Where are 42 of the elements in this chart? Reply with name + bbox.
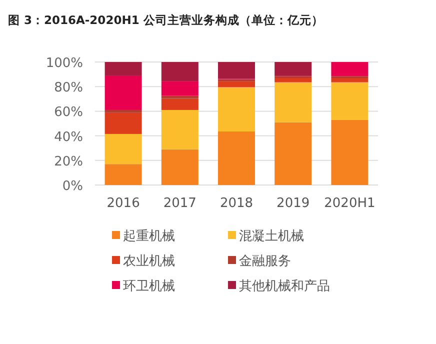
bar (104, 110, 142, 112)
legend-label: 混凝土机械 (239, 229, 304, 244)
bar (104, 164, 142, 185)
bar (274, 122, 312, 185)
bar (331, 62, 368, 76)
legend-label: 环卫机械 (123, 279, 175, 294)
y-tick-label: 100% (46, 56, 83, 71)
bar (104, 112, 142, 134)
bar (274, 78, 312, 82)
bar (161, 62, 198, 82)
bar (104, 76, 142, 110)
bar (274, 62, 312, 76)
title: 图 3：2016A-2020H1 公司主营业务构成（单位：亿元） (8, 13, 324, 27)
bar (218, 81, 255, 88)
legend-label: 起重机械 (123, 229, 175, 244)
bar (161, 149, 198, 185)
x-tick-label: 2016 (106, 196, 140, 211)
y-tick-label: 0% (62, 179, 83, 194)
bar (331, 78, 368, 82)
bar (161, 110, 198, 150)
legend-label: 金融服务 (239, 254, 291, 269)
bar (161, 96, 198, 98)
y-tick-label: 20% (54, 154, 83, 170)
bar (161, 98, 198, 110)
x-tick-label: 2019 (276, 196, 310, 211)
bar (274, 82, 312, 122)
x-tick-label: 2018 (220, 196, 254, 211)
x-tick-label: 2020H1 (324, 196, 376, 211)
bar (104, 134, 142, 164)
legend-label: 农业机械 (123, 254, 175, 269)
bar (331, 82, 368, 120)
y-tick-label: 40% (54, 130, 83, 145)
bar (218, 62, 255, 79)
x-tick-label: 2017 (163, 196, 196, 211)
bar (331, 120, 368, 185)
legend-label: 其他机械和产品 (239, 279, 330, 294)
bar (161, 81, 198, 96)
bar (218, 131, 255, 185)
bar (218, 87, 255, 132)
y-tick-label: 60% (54, 105, 83, 120)
bar (104, 62, 142, 76)
y-tick-label: 80% (54, 80, 83, 96)
